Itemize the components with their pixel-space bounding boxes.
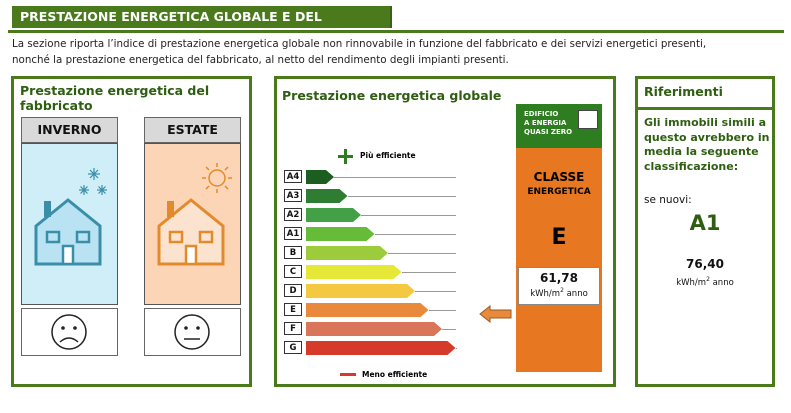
- class-guide-line: [455, 348, 456, 349]
- class-label-f: F: [284, 322, 302, 335]
- class-label-a3: A3: [284, 189, 302, 202]
- energy-class-column: [516, 104, 602, 372]
- references-description: Gli immobili simili a questo avrebbero i…: [644, 116, 770, 173]
- class-guide-line: [361, 215, 456, 216]
- summer-label: ESTATE: [144, 117, 241, 143]
- energy-index-box: 61,78 kWh/m2 anno: [518, 267, 600, 305]
- reference-class: A1: [689, 211, 721, 235]
- class-guide-line: [401, 272, 456, 273]
- building-panel-title: Prestazione energetica del fabbricato: [20, 83, 210, 113]
- header-rule: [8, 4, 784, 33]
- class-label-a4: A4: [284, 170, 302, 183]
- class-guide-line: [428, 310, 456, 311]
- winter-box: [21, 143, 118, 305]
- winter-label: INVERNO: [21, 117, 118, 143]
- class-label-d: D: [284, 284, 302, 297]
- class-bar-a2: [306, 208, 361, 222]
- reference-unit: kWh/m2 anno: [676, 276, 734, 288]
- class-guide-line: [334, 177, 456, 178]
- class-label-e: E: [284, 303, 302, 316]
- summer-box: [144, 143, 241, 305]
- minus-icon: [340, 373, 356, 376]
- class-guide-line: [388, 253, 456, 254]
- class-bar-a4: [306, 170, 334, 184]
- class-bar-g: [306, 341, 456, 355]
- energy-index-value: 61,78: [540, 271, 578, 285]
- building-performance-panel: Prestazione energetica del fabbricato IN…: [11, 76, 252, 387]
- winter-house-icon: [34, 168, 107, 266]
- current-class-arrow-icon: [479, 305, 512, 323]
- global-panel-title: Prestazione energetica globale: [282, 88, 502, 103]
- energy-class-value: E: [551, 225, 567, 250]
- class-label-a1: A1: [284, 227, 302, 240]
- nzeb-label-3: QUASI ZERO: [524, 128, 573, 136]
- class-title: CLASSE: [533, 170, 585, 184]
- class-subtitle: ENERGETICA: [527, 187, 591, 197]
- intro-line-1: La sezione riporta l’indice di prestazio…: [12, 38, 707, 50]
- class-guide-line: [374, 234, 456, 235]
- nzeb-label-1: EDIFICIO: [524, 110, 559, 118]
- energy-index-unit: kWh/m2 anno: [530, 287, 588, 299]
- neutral-face-icon: [174, 314, 210, 350]
- class-bar-f: [306, 322, 442, 336]
- reference-value: 76,40: [686, 257, 724, 271]
- more-efficient-label: Più efficiente: [360, 151, 416, 160]
- references-title: Riferimenti: [644, 84, 723, 99]
- class-bar-d: [306, 284, 415, 298]
- references-divider: [638, 107, 772, 110]
- references-panel: Riferimenti Gli immobili simili a questo…: [635, 76, 775, 387]
- summer-house-icon: [157, 163, 232, 266]
- sad-face-icon: [51, 314, 87, 350]
- nzeb-checkbox: [578, 110, 598, 129]
- class-guide-line: [442, 329, 456, 330]
- class-bar-a1: [306, 227, 375, 241]
- winter-rating-box: [21, 308, 118, 356]
- intro-text: La sezione riporta l’indice di prestazio…: [12, 36, 782, 68]
- class-bar-c: [306, 265, 402, 279]
- intro-line-2: nonché la prestazione energetica del fab…: [12, 54, 509, 66]
- class-label-b: B: [284, 246, 302, 259]
- class-bar-a3: [306, 189, 348, 203]
- summer-rating-box: [144, 308, 241, 356]
- class-label-a2: A2: [284, 208, 302, 221]
- class-bar-b: [306, 246, 388, 260]
- less-efficient-label: Meno efficiente: [362, 370, 428, 379]
- nzeb-label-2: A ENERGIA: [524, 119, 567, 127]
- class-label-c: C: [284, 265, 302, 278]
- class-bar-e: [306, 303, 429, 317]
- class-guide-line: [415, 291, 456, 292]
- energy-class-scale: A4 A3 A2 A1 B C D E F G: [284, 170, 464, 360]
- class-label-g: G: [284, 341, 302, 354]
- class-guide-line: [347, 196, 456, 197]
- plus-icon: [338, 149, 353, 164]
- new-buildings-label: se nuovi:: [644, 194, 692, 206]
- section-title: PRESTAZIONE ENERGETICA GLOBALE E DEL FAB…: [12, 6, 392, 46]
